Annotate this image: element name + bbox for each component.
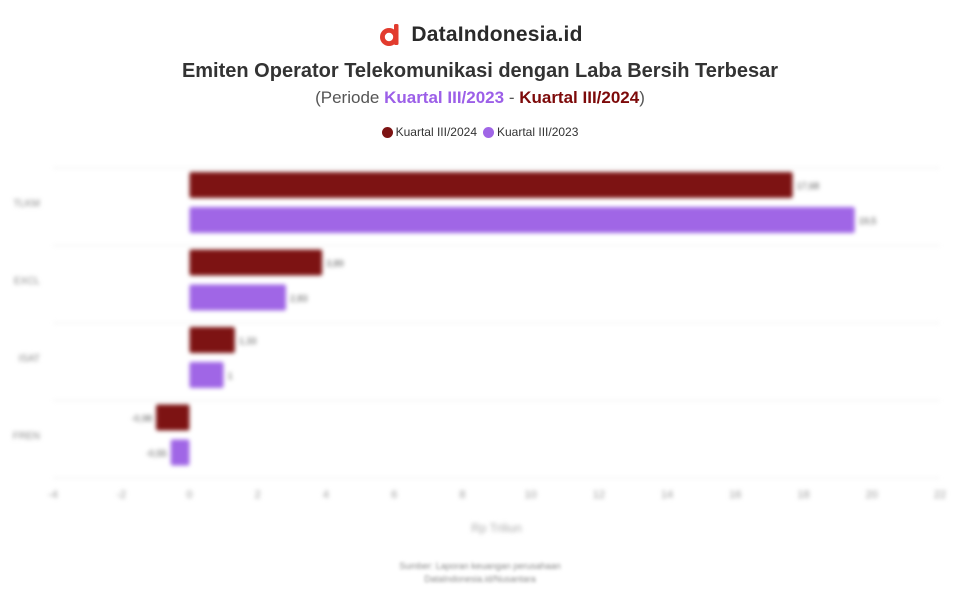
x-tick-label: 16 [729,489,741,501]
chart-legend: Kuartal III/2024 Kuartal III/2023 [0,125,960,139]
category-label: FREN [13,431,40,442]
category-label: ISAT [19,354,40,365]
legend-swatch-2024 [381,126,393,138]
data-label: 1 [228,371,233,381]
bar-2024-fren [156,404,190,431]
x-tick-label: -2 [116,489,126,501]
data-label: 2,83 [290,294,308,304]
x-tick-label: 14 [661,489,673,501]
category-label: TLKM [13,199,40,210]
bar-2023-excl [189,284,287,311]
x-tick-label: 2 [255,489,261,501]
brand-header: DataIndonesia.id [0,20,960,50]
subtitle-period-2023: Kuartal III/2023 [384,88,505,107]
x-tick-label: 6 [391,489,397,501]
x-tick-label: 12 [593,489,605,501]
bar-2024-tlkm [189,172,793,198]
footer-credit: DataIndonesia.id/Nusantara [424,574,536,584]
bar-chart: -4 -2 0 2 4 6 8 10 12 14 16 18 20 22 Rp Triliun TLKM 17,… [13,167,946,535]
bar-2024-excl [189,249,323,276]
x-tick-label: 0 [186,489,192,501]
x-tick-label: 20 [866,489,878,501]
subtitle-separator: - [504,88,520,107]
x-tick-label: -4 [48,489,58,501]
legend-item-2023[interactable]: Kuartal III/2023 [483,125,578,139]
x-tick-label: 10 [524,489,536,501]
data-label: 1,33 [239,336,257,346]
x-tick-label: 22 [934,489,946,501]
brand-name: DataIndonesia.id [411,23,583,46]
subtitle-prefix: (Periode [315,88,385,107]
bar-2023-fren [170,439,190,466]
subtitle-suffix: ) [639,88,645,107]
subtitle-period-2024: Kuartal III/2024 [519,88,640,107]
chart-plot-area: -4 -2 0 2 4 6 8 10 12 14 16 18 20 22 Rp Triliun TLKM 17,… [13,167,946,535]
chart-footer: Sumber: Laporan keuangan perusahaan Data… [0,560,960,586]
dataindonesia-logo-icon [380,24,399,46]
footer-source: Sumber: Laporan keuangan perusahaan [399,561,561,571]
legend-swatch-2023 [483,126,494,138]
x-axis-label: Rp Triliun [471,521,522,535]
bar-2023-tlkm [189,207,855,233]
bar-2024-isat [189,327,235,353]
chart-title: Emiten Operator Telekomunikasi dengan La… [181,60,779,82]
chart-subtitle: (Periode Kuartal III/2023 - Kuartal III/… [0,88,960,108]
legend-label-2024: Kuartal III/2024 [395,125,477,139]
data-label: 19,5 [859,216,877,226]
data-label: 3,89 [326,259,344,269]
legend-item-2024[interactable]: Kuartal III/2024 [381,125,477,139]
bar-2023-isat [189,362,224,388]
data-label: 17,68 [797,181,820,191]
legend-label-2023: Kuartal III/2023 [497,125,579,139]
category-label: EXCL [14,276,41,287]
x-tick-label: 18 [797,489,809,501]
x-tick-label: 8 [459,489,465,501]
x-tick-label: 4 [323,489,329,501]
data-label: -0,98 [132,414,153,424]
data-label: -0,55 [146,449,167,459]
